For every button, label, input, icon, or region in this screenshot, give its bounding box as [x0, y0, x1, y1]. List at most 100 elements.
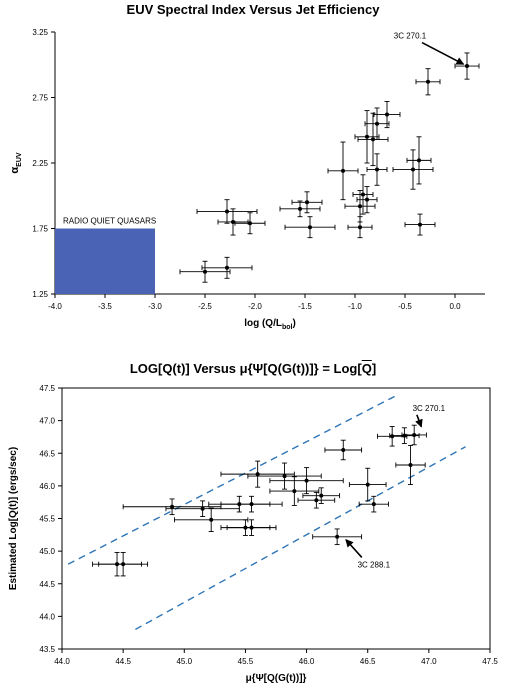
chart-1-x-tick-label: -3.0 [148, 302, 162, 311]
chart-1-data-marker [358, 225, 362, 230]
chart-2-x-tick-label: 45.0 [176, 657, 192, 666]
chart-2-plot-frame [61, 387, 491, 650]
chart-2-data-point [226, 519, 277, 536]
chart-2-y-tick-label: 47.5 [39, 384, 55, 393]
chart-2-x-tick-label: 47.5 [482, 657, 498, 666]
chart-1-data-marker [298, 206, 302, 211]
chart-2-data-marker [371, 502, 376, 507]
chart-1-x-tick-label: -0.5 [398, 302, 412, 311]
chart-2-data-marker [249, 525, 254, 530]
chart-2-data-marker [292, 489, 297, 494]
chart-2-y-tick-label: 45.0 [39, 547, 55, 556]
chart-1-data-marker [225, 265, 229, 270]
chart-2-data-marker [255, 472, 260, 477]
chart-1-data-marker [203, 269, 207, 274]
chart-1-data-point [234, 212, 266, 235]
chart-2-data-marker [412, 432, 417, 437]
chart-2-envelope-line-2 [135, 446, 466, 631]
chart-1-data-marker [225, 209, 229, 214]
chart-1-x-tick-label: -1.5 [298, 302, 312, 311]
chart-2-data-point [269, 467, 344, 495]
chart-2-y-axis-label-main: Estimated Log[Q(t)] (ergs/sec) [8, 447, 19, 590]
chart-1-data-marker [231, 219, 235, 224]
chart-2-data-marker [209, 517, 214, 522]
chart-1-data-point [364, 107, 390, 140]
chart-2-data-point [165, 500, 240, 517]
chart-2-y-tick-label: 44.5 [39, 580, 55, 589]
chart-1-y-tick-label: 2.25 [32, 159, 48, 168]
chart-2-data-marker [365, 482, 370, 487]
chart-2-data-point [247, 462, 322, 490]
chart-2-y-tick-label: 47.0 [39, 417, 55, 426]
chart-1-y-axis-label: αEUV [9, 152, 23, 173]
chart-2-title-end: ] [371, 361, 377, 376]
chart-1-annotation-label: 3C 270.1 [394, 32, 427, 41]
chart-2-title-main: LOG[Q(t)] Versus μ{Ψ[Q(G(t))]} = Log[ [129, 361, 362, 376]
chart-2-data-point [302, 487, 341, 504]
chart-2-data-point [220, 495, 283, 513]
chart-2-y-tick-label: 45.5 [39, 515, 55, 524]
chart-2-data-point [324, 439, 363, 461]
chart-2-data-marker [402, 433, 407, 438]
chart-2-data-marker [408, 462, 413, 467]
chart-1-data-point [356, 186, 378, 214]
chart-1-data-point [406, 136, 432, 185]
chart-2-y-tick-label: 46.0 [39, 482, 55, 491]
chart-1-data-marker [385, 112, 389, 117]
chart-2-x-tick-label: 47.0 [421, 657, 437, 666]
chart-1-data-point [352, 174, 374, 215]
chart-2-x-tick-label: 44.5 [115, 657, 131, 666]
chart-1-title: EUV Spectral Index Versus Jet Efficiency [126, 2, 380, 17]
chart-1-data-marker [426, 79, 430, 84]
chart-2-data-marker [249, 502, 254, 507]
chart-1-region-label: RADIO QUIET QUASARS [63, 217, 156, 226]
chart-2-y-tick-label: 43.5 [39, 645, 55, 654]
chart-2-data-point [358, 495, 389, 513]
chart-2-data-point [122, 498, 222, 516]
chart-1-data-marker [375, 167, 379, 172]
chart-1-region-radio-quiet [55, 228, 155, 294]
chart-1-data-marker [358, 204, 362, 209]
chart-1-data-marker [371, 137, 375, 142]
chart-1-data-marker [341, 168, 345, 173]
chart-2-title: LOG[Q(t)] Versus μ{Ψ[Q(G(t))]} = Log[Q] [0, 361, 506, 376]
chart-2-envelope-line-1 [67, 393, 399, 565]
chart-2-annotation-label: 3C 270.1 [413, 404, 446, 413]
chart-2-data-marker [390, 434, 395, 439]
chart-1-data-marker [465, 64, 469, 69]
chart-2-x-tick-label: 46.5 [360, 657, 376, 666]
chart-2-x-axis-label: μ{Ψ[Q(G(t))]} [246, 673, 307, 684]
chart-2-annotation-arrow [415, 414, 423, 428]
chart-2-data-marker [341, 447, 346, 452]
chart-1-data-point [327, 141, 359, 201]
chart-2-annotation-arrow [345, 539, 363, 558]
chart-2-data-point [395, 444, 426, 486]
chart-2-data-marker [304, 478, 309, 483]
chart-1-data-point [354, 110, 380, 164]
chart-2-data-marker [335, 534, 340, 539]
chart-1-data-marker [418, 222, 422, 227]
chart-1-data-point [454, 52, 480, 80]
chart-1-data-marker [411, 167, 415, 172]
chart-1-data-point [201, 256, 253, 279]
chart-1-data-marker [361, 192, 365, 197]
chart-1-data-point [357, 112, 389, 167]
chart-2-data-point [98, 551, 149, 577]
chart-1-x-tick-label: 0.0 [449, 302, 461, 311]
chart-1-x-tick-label: -1.0 [348, 302, 362, 311]
chart-2-data-point [174, 507, 249, 532]
chart-2-title-overline: Q [361, 361, 372, 376]
chart-1-data-point [415, 68, 441, 96]
chart-2-data-marker [282, 474, 287, 479]
chart-1-data-marker [417, 158, 421, 163]
chart-1-data-point [179, 260, 231, 283]
chart-1-data-marker [305, 200, 309, 205]
chart-2-data-marker [121, 562, 126, 567]
chart-2-data-marker [170, 504, 175, 509]
chart-1-data-point [217, 208, 249, 236]
chart-2-x-tick-label: 45.5 [238, 657, 254, 666]
chart-1-data-point [404, 213, 436, 236]
chart-1-y-tick-label: 3.25 [32, 28, 48, 37]
chart-1-x-axis-label-end: ) [292, 318, 295, 329]
